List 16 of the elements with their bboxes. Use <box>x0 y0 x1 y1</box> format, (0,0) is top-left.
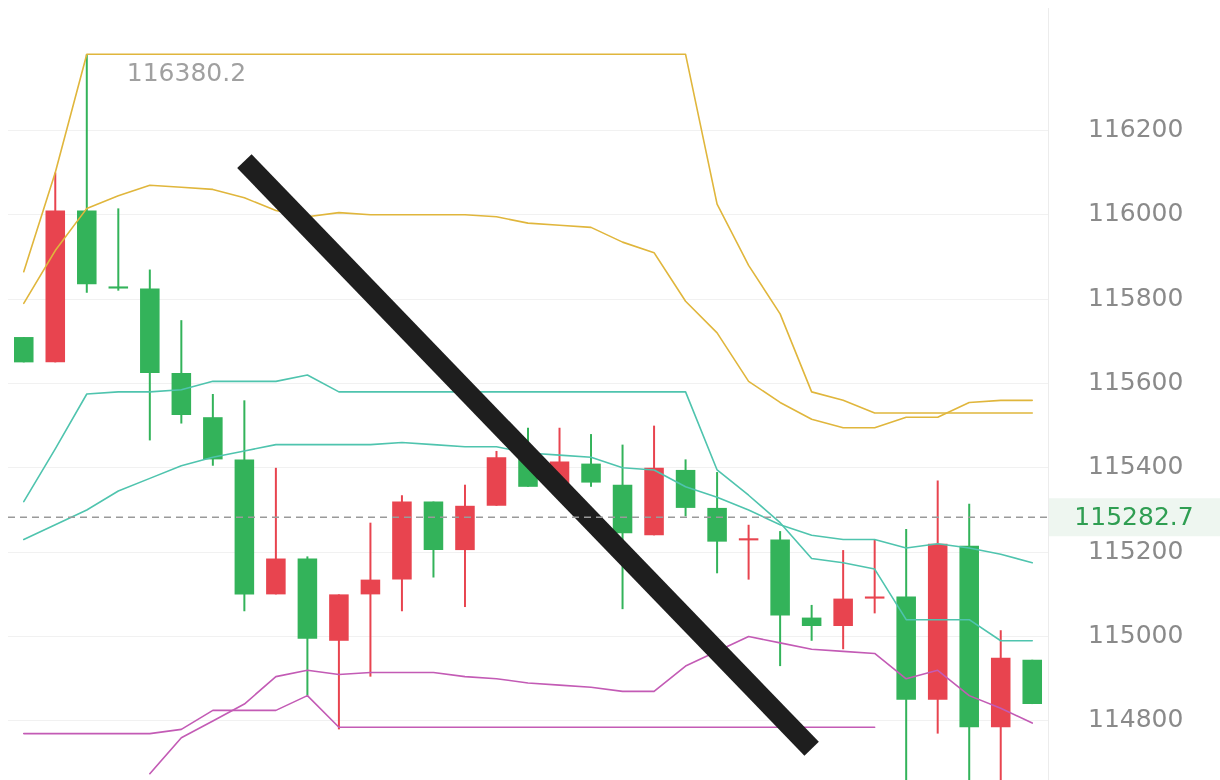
y-tick-label: 114800 <box>1088 704 1184 734</box>
candlestick <box>108 207 129 292</box>
ref-line-label: 115282.7 <box>1074 501 1194 531</box>
y-tick-label: 115600 <box>1088 366 1184 396</box>
y-tick-label: 115800 <box>1088 282 1184 312</box>
candlestick <box>864 538 885 615</box>
annotation: 116380.2 <box>126 57 247 87</box>
y-tick-label: 116200 <box>1088 113 1184 143</box>
candlestick <box>581 433 601 488</box>
candlestick <box>801 603 822 642</box>
y-tick-label: 115000 <box>1088 620 1184 650</box>
y-tick-label: 115400 <box>1088 451 1184 481</box>
y-tick-label: 116000 <box>1088 198 1184 228</box>
y-tick-label: 115200 <box>1088 535 1184 565</box>
candlestick <box>360 521 381 678</box>
candlestick <box>738 523 759 581</box>
